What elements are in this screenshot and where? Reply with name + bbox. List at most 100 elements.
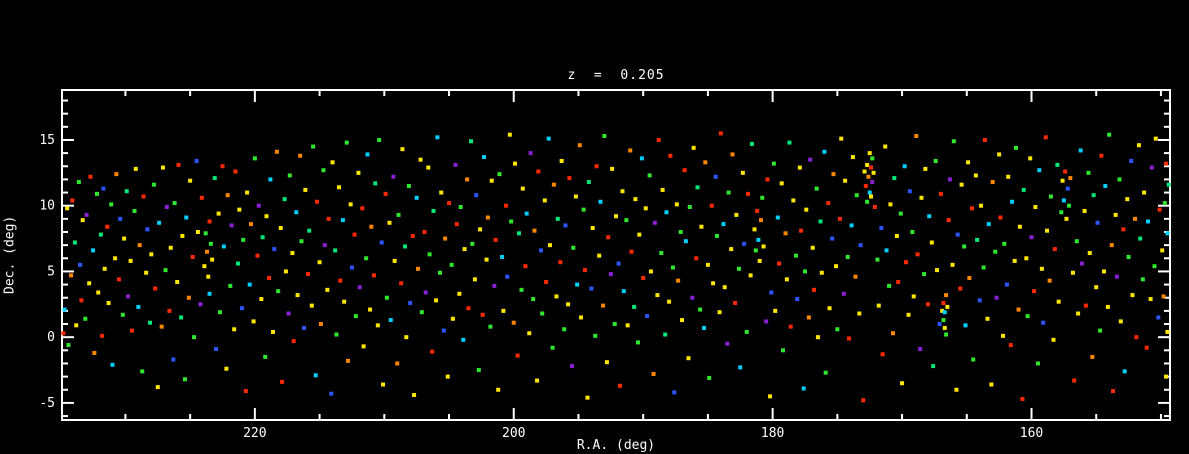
data-point — [480, 312, 485, 317]
data-point — [229, 223, 234, 228]
data-point — [364, 256, 369, 261]
data-point — [515, 353, 520, 358]
data-point — [100, 333, 105, 338]
data-point — [252, 156, 257, 161]
data-point — [513, 161, 518, 166]
data-point — [255, 253, 260, 258]
data-point — [1072, 378, 1077, 383]
data-point — [655, 293, 660, 298]
data-point — [641, 276, 646, 281]
data-point — [321, 168, 326, 173]
data-point — [74, 323, 79, 328]
data-point — [542, 198, 547, 203]
data-point — [1055, 162, 1060, 167]
data-point — [1090, 354, 1095, 359]
data-point — [942, 310, 947, 315]
data-point — [337, 185, 341, 190]
data-point — [399, 281, 404, 286]
data-point — [758, 218, 763, 223]
data-point — [290, 251, 295, 256]
data-point — [733, 300, 738, 305]
data-point — [672, 390, 677, 395]
data-point — [1067, 203, 1072, 208]
data-point — [933, 158, 938, 163]
data-point — [559, 158, 564, 163]
data-point — [1101, 269, 1106, 274]
data-point — [503, 203, 508, 208]
data-point — [1140, 277, 1145, 282]
data-point — [403, 244, 408, 249]
data-point — [795, 297, 800, 302]
data-point — [216, 211, 221, 216]
data-point — [317, 260, 322, 265]
data-point — [243, 389, 248, 394]
data-point — [660, 187, 665, 192]
data-point — [356, 170, 361, 175]
data-point — [680, 318, 685, 323]
data-point — [435, 135, 440, 140]
data-point — [333, 248, 338, 253]
data-point — [597, 253, 602, 258]
data-point — [1107, 132, 1112, 137]
data-point — [1017, 224, 1022, 229]
data-point — [65, 206, 70, 211]
data-point — [155, 385, 160, 390]
data-point — [775, 215, 780, 220]
data-point — [476, 368, 481, 373]
data-point — [427, 252, 432, 257]
data-point — [1021, 187, 1026, 192]
axis-ticks — [62, 90, 1170, 420]
data-point — [1070, 270, 1075, 275]
data-point — [493, 237, 498, 242]
data-point — [738, 365, 743, 370]
data-point — [151, 182, 156, 187]
data-point — [110, 362, 115, 367]
data-point — [742, 241, 747, 246]
data-point — [233, 169, 238, 174]
data-point — [179, 315, 184, 320]
data-point — [862, 169, 867, 174]
data-point — [629, 249, 634, 254]
data-point — [929, 240, 934, 245]
data-point — [520, 186, 525, 191]
data-point — [947, 177, 952, 182]
data-point — [558, 260, 563, 265]
data-point — [725, 341, 730, 346]
data-point — [868, 194, 873, 199]
data-point — [1061, 198, 1066, 203]
data-point — [1113, 212, 1118, 217]
data-point — [648, 269, 653, 274]
data-point — [910, 229, 915, 234]
data-point — [113, 256, 118, 261]
data-point — [981, 265, 986, 270]
data-point — [199, 195, 204, 200]
data-point — [863, 183, 868, 188]
data-point — [83, 316, 88, 321]
data-point — [375, 323, 380, 328]
data-point — [628, 148, 633, 153]
data-point — [749, 141, 754, 146]
data-point — [867, 190, 872, 195]
data-point — [260, 235, 265, 240]
data-point — [1083, 303, 1088, 308]
data-point — [1165, 231, 1170, 236]
y-tick-label: 15 — [39, 133, 55, 148]
data-point — [787, 140, 792, 145]
data-point — [586, 180, 591, 185]
data-point — [439, 190, 444, 195]
data-point — [256, 203, 261, 208]
data-point — [835, 327, 840, 332]
data-point — [124, 189, 129, 194]
data-point — [188, 178, 193, 183]
data-point — [280, 379, 285, 384]
data-point — [538, 248, 543, 253]
data-point — [454, 222, 459, 227]
data-point — [927, 214, 932, 219]
data-point — [656, 137, 661, 142]
data-point — [1004, 282, 1009, 287]
data-point — [714, 233, 719, 238]
data-point — [167, 308, 172, 313]
data-point — [309, 303, 314, 308]
data-point — [418, 157, 423, 162]
data-point — [922, 272, 927, 277]
